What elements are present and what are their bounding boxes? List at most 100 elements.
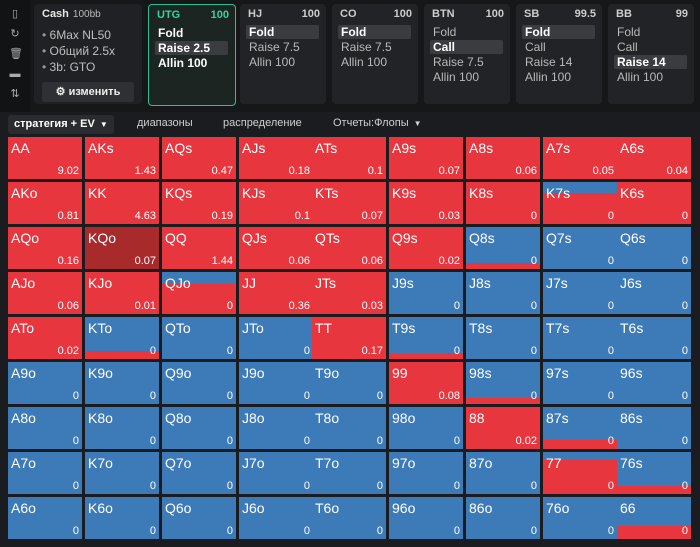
hand-cell[interactable]: T8s 0 [466, 317, 540, 359]
hand-cell[interactable]: ATs 0.1 [312, 137, 386, 179]
hand-cell[interactable]: JTo 0 [239, 317, 313, 359]
position-card-utg[interactable]: UTG 100 Fold Raise 2.5 Allin 100 [148, 4, 236, 106]
hand-cell[interactable]: 86s 0 [617, 407, 691, 449]
refresh-icon[interactable]: ↻ [10, 28, 20, 40]
hand-cell[interactable]: A6s 0.04 [617, 137, 691, 179]
hand-cell[interactable]: T9o 0 [312, 362, 386, 404]
action-option[interactable]: Raise 7.5 [249, 40, 300, 54]
action-option[interactable]: Call [430, 40, 503, 54]
hand-cell[interactable]: KTs 0.07 [312, 182, 386, 224]
hand-cell[interactable]: A8s 0.06 [466, 137, 540, 179]
hand-cell[interactable]: T9s 0 [389, 317, 463, 359]
hand-cell[interactable]: A9o 0 [8, 362, 82, 404]
hand-cell[interactable]: A9s 0.07 [389, 137, 463, 179]
hand-cell[interactable]: J9s 0 [389, 272, 463, 314]
action-option[interactable]: Raise 7.5 [341, 40, 392, 54]
hand-cell[interactable]: 98o 0 [389, 407, 463, 449]
hand-cell[interactable]: K9o 0 [85, 362, 159, 404]
hand-cell[interactable]: 97o 0 [389, 452, 463, 494]
hand-cell[interactable]: T6o 0 [312, 497, 386, 539]
action-option[interactable]: Allin 100 [617, 70, 664, 84]
hand-cell[interactable]: AA 9.02 [8, 137, 82, 179]
action-option[interactable]: Fold [522, 25, 595, 39]
hand-cell[interactable]: T6s 0 [617, 317, 691, 359]
hand-cell[interactable]: KQs 0.19 [162, 182, 236, 224]
hand-cell[interactable]: Q7o 0 [162, 452, 236, 494]
hand-cell[interactable]: 77 0 [543, 452, 617, 494]
hand-cell[interactable]: Q9o 0 [162, 362, 236, 404]
action-option[interactable]: Raise 14 [614, 55, 687, 69]
hand-cell[interactable]: KTo 0 [85, 317, 159, 359]
hand-cell[interactable]: KJs 0.1 [239, 182, 313, 224]
hand-cell[interactable]: A7s 0.05 [543, 137, 617, 179]
hand-cell[interactable]: 88 0.02 [466, 407, 540, 449]
hand-cell[interactable]: J6o 0 [239, 497, 313, 539]
hand-cell[interactable]: T8o 0 [312, 407, 386, 449]
hand-cell[interactable]: JJ 0.36 [239, 272, 313, 314]
hand-cell[interactable]: Q6o 0 [162, 497, 236, 539]
hand-cell[interactable]: K6s 0 [617, 182, 691, 224]
hand-cell[interactable]: 97s 0 [543, 362, 617, 404]
hand-cell[interactable]: 99 0.08 [389, 362, 463, 404]
position-card-sb[interactable]: SB 99.5 Fold Call Raise 14 Allin 100 [516, 4, 602, 104]
action-option[interactable]: Allin 100 [341, 55, 388, 69]
action-option[interactable]: Raise 2.5 [155, 41, 228, 55]
action-option[interactable]: Call [617, 40, 638, 54]
hand-cell[interactable]: J8o 0 [239, 407, 313, 449]
hand-cell[interactable]: TT 0.17 [312, 317, 386, 359]
action-option[interactable]: Fold [433, 25, 457, 39]
tab-ranges[interactable]: диапазоны [137, 117, 193, 129]
position-card-hj[interactable]: HJ 100 Fold Raise 7.5 Allin 100 [240, 4, 326, 104]
hand-cell[interactable]: 76o 0 [543, 497, 617, 539]
action-option[interactable]: Call [525, 40, 546, 54]
tab-distribution[interactable]: распределение [223, 117, 302, 129]
action-option[interactable]: Allin 100 [249, 55, 296, 69]
position-card-btn[interactable]: BTN 100 Fold Call Raise 7.5 Allin 100 [424, 4, 510, 104]
hand-cell[interactable]: J9o 0 [239, 362, 313, 404]
position-card-bb[interactable]: BB 99 Fold Call Raise 14 Allin 100 [608, 4, 694, 104]
hand-cell[interactable]: 87o 0 [466, 452, 540, 494]
hand-cell[interactable]: K8o 0 [85, 407, 159, 449]
tab-strategy-ev[interactable]: стратегия + EV ▼ [8, 115, 114, 134]
hand-cell[interactable]: QQ 1.44 [162, 227, 236, 269]
hand-cell[interactable]: T7o 0 [312, 452, 386, 494]
action-option[interactable]: Fold [246, 25, 319, 39]
hand-cell[interactable]: K6o 0 [85, 497, 159, 539]
hand-cell[interactable]: AJo 0.06 [8, 272, 82, 314]
hand-cell[interactable]: KJo 0.01 [85, 272, 159, 314]
position-card-co[interactable]: CO 100 Fold Raise 7.5 Allin 100 [332, 4, 418, 104]
hand-cell[interactable]: Q6s 0 [617, 227, 691, 269]
hand-cell[interactable]: J7o 0 [239, 452, 313, 494]
hand-cell[interactable]: K8s 0 [466, 182, 540, 224]
hand-cell[interactable]: A8o 0 [8, 407, 82, 449]
hand-cell[interactable]: QTo 0 [162, 317, 236, 359]
action-option[interactable]: Fold [617, 25, 641, 39]
bookmark-icon[interactable]: ▯ [11, 8, 19, 20]
action-option[interactable]: Allin 100 [433, 70, 480, 84]
sort-icon[interactable]: ⇅ [10, 88, 20, 100]
hand-cell[interactable]: 76s 0 [617, 452, 691, 494]
trash-icon[interactable]: 🗑 [9, 48, 23, 60]
hand-cell[interactable]: K7s 0 [543, 182, 617, 224]
action-option[interactable]: Fold [158, 26, 184, 40]
hand-cell[interactable]: K9s 0.03 [389, 182, 463, 224]
hand-cell[interactable]: Q7s 0 [543, 227, 617, 269]
hand-cell[interactable]: Q8s 0 [466, 227, 540, 269]
action-option[interactable]: Allin 100 [158, 56, 208, 70]
hand-cell[interactable]: 86o 0 [466, 497, 540, 539]
hand-cell[interactable]: JTs 0.03 [312, 272, 386, 314]
hand-cell[interactable]: J6s 0 [617, 272, 691, 314]
hand-cell[interactable]: AQo 0.16 [8, 227, 82, 269]
hand-cell[interactable]: A6o 0 [8, 497, 82, 539]
hand-cell[interactable]: Q8o 0 [162, 407, 236, 449]
hand-cell[interactable]: QJo 0 [162, 272, 236, 314]
hand-cell[interactable]: KK 4.63 [85, 182, 159, 224]
hand-cell[interactable]: A7o 0 [8, 452, 82, 494]
hand-cell[interactable]: 98s 0 [466, 362, 540, 404]
hand-cell[interactable]: AQs 0.47 [162, 137, 236, 179]
hand-cell[interactable]: Q9s 0.02 [389, 227, 463, 269]
hand-cell[interactable]: AJs 0.18 [239, 137, 313, 179]
hand-cell[interactable]: ATo 0.02 [8, 317, 82, 359]
hand-cell[interactable]: 96o 0 [389, 497, 463, 539]
hand-cell[interactable]: 87s 0 [543, 407, 617, 449]
